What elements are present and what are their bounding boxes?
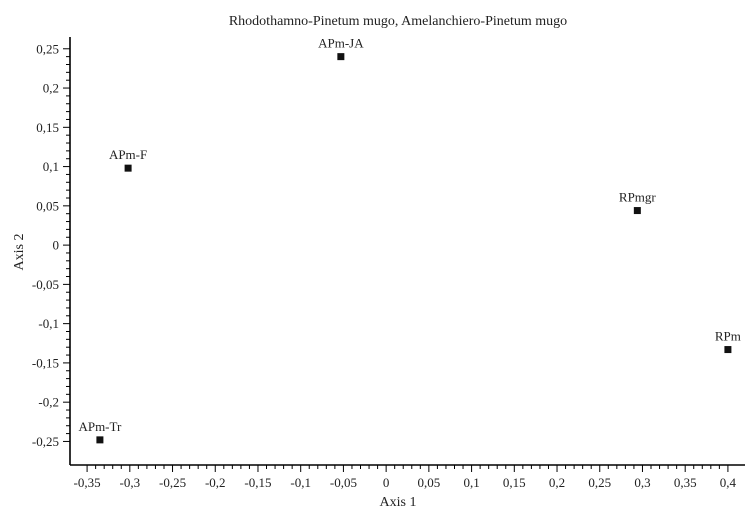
point-label: RPmgr [619,190,657,205]
x-tick-label: -0,2 [205,475,226,490]
y-tick-label: 0,1 [43,159,59,174]
x-axis-label: Axis 1 [380,495,417,510]
y-tick-label: 0,2 [43,81,59,96]
point-marker [124,164,132,172]
point-marker [724,346,732,354]
x-tick-label: 0,1 [463,475,479,490]
x-tick-label: 0,05 [417,475,440,490]
x-tick-label: -0,25 [159,475,186,490]
point-marker [96,436,104,444]
point-marker [633,207,641,215]
x-tick-label: 0,3 [634,475,650,490]
x-tick-label: 0 [383,475,390,490]
point-label: APm-JA [318,36,364,51]
y-tick-label: 0,05 [36,198,59,213]
y-axis-label: Axis 2 [12,234,27,271]
y-tick-label: -0,15 [32,355,59,370]
data-points: APm-JA APm-F RPmgr RPm APm-Tr [78,36,741,444]
chart-title: Rhodothamno-Pinetum mugo, Amelanchiero-P… [229,14,567,29]
y-tick-label: 0 [53,238,60,253]
y-tick-label: -0,1 [38,316,59,331]
x-tick-label: -0,15 [244,475,271,490]
tick-marks: -0,35 -0,3 -0,25 -0,2 -0,15 -0,1 -0,05 0 0,05 0,1… [32,41,737,490]
axes [69,37,745,466]
y-tick-label: -0,25 [32,434,59,449]
x-tick-label: 0,4 [720,475,737,490]
y-tick-label: 0,15 [36,120,59,135]
data-point: RPmgr [619,190,657,215]
y-tick-label: 0,25 [36,41,59,56]
point-label: RPm [715,329,741,344]
y-tick-label: -0,05 [32,277,59,292]
x-tick-label: 0,25 [588,475,611,490]
x-tick-label: 0,35 [674,475,697,490]
x-tick-label: 0,2 [549,475,565,490]
point-label: APm-F [109,147,147,162]
data-point: RPm [715,329,741,354]
data-point: APm-Tr [78,419,122,444]
data-point: APm-JA [318,36,364,61]
x-tick-label: -0,35 [74,475,101,490]
x-tick-label: -0,3 [120,475,141,490]
x-tick-label: -0,05 [330,475,357,490]
point-label: APm-Tr [78,419,122,434]
data-point: APm-F [109,147,147,172]
x-tick-label: -0,1 [290,475,311,490]
x-tick-label: 0,15 [503,475,526,490]
point-marker [337,53,345,61]
y-tick-label: -0,2 [38,395,59,410]
